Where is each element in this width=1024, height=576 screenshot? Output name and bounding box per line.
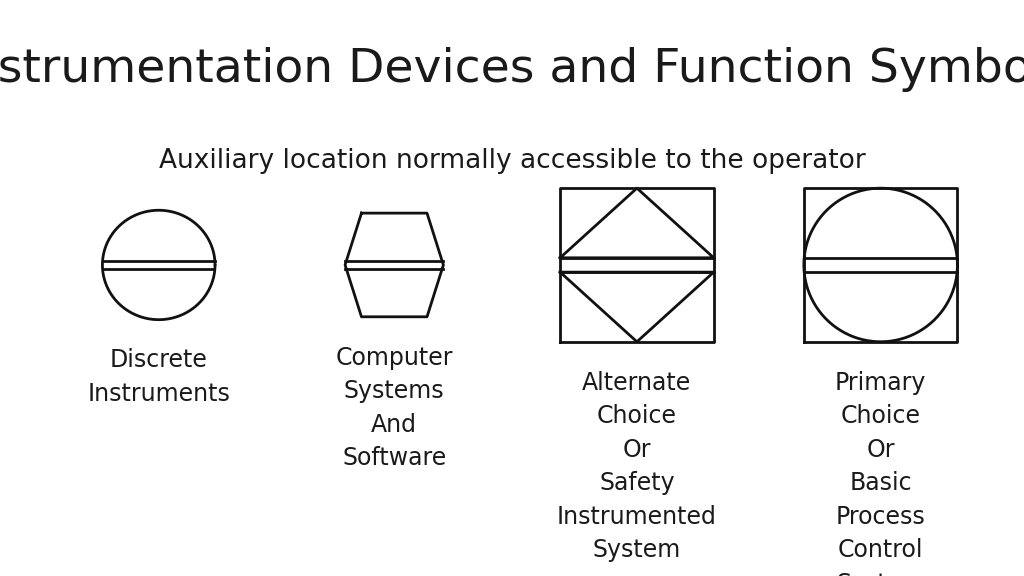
Text: Discrete
Instruments: Discrete Instruments <box>87 348 230 406</box>
Text: Alternate
Choice
Or
Safety
Instrumented
System: Alternate Choice Or Safety Instrumented … <box>557 370 717 562</box>
Text: Auxiliary location normally accessible to the operator: Auxiliary location normally accessible t… <box>159 148 865 175</box>
Text: Instrumentation Devices and Function Symbols: Instrumentation Devices and Function Sym… <box>0 47 1024 92</box>
Text: Computer
Systems
And
Software: Computer Systems And Software <box>336 346 453 470</box>
Text: Primary
Choice
Or
Basic
Process
Control
System: Primary Choice Or Basic Process Control … <box>835 370 927 576</box>
